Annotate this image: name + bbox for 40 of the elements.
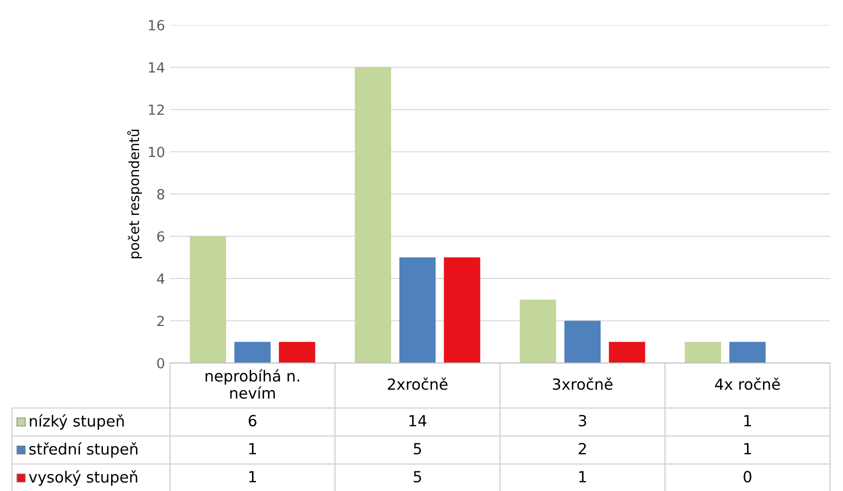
y-axis-title: počet respondentů bbox=[127, 130, 142, 258]
data-label: 0 bbox=[744, 470, 752, 482]
y-tick-label: 14 bbox=[148, 62, 164, 73]
legend-label: střední stupeň bbox=[29, 442, 138, 458]
bar bbox=[608, 342, 646, 363]
x-tick-label: neprobíhá n. nevím bbox=[206, 369, 300, 399]
y-tick-label: 2 bbox=[157, 316, 164, 326]
data-label: 1 bbox=[744, 443, 751, 454]
legend-label: vysoký stupeň bbox=[28, 470, 138, 486]
y-tick-label: 6 bbox=[157, 231, 164, 242]
bar bbox=[520, 300, 556, 363]
data-label: 14 bbox=[409, 415, 426, 426]
bar bbox=[684, 342, 722, 363]
x-tick-label: 4x ročně bbox=[715, 377, 780, 390]
x-tick-label: 3xročně bbox=[552, 377, 612, 390]
data-label: 5 bbox=[414, 443, 422, 454]
data-label: 6 bbox=[248, 414, 256, 426]
data-label: 5 bbox=[414, 471, 422, 482]
bar bbox=[234, 342, 271, 363]
bar bbox=[399, 257, 436, 363]
data-label: 2 bbox=[578, 442, 586, 454]
x-tick-label: 2xročně bbox=[388, 377, 448, 390]
bar bbox=[190, 236, 226, 363]
bar bbox=[354, 67, 392, 363]
y-tick-label: 10 bbox=[148, 146, 164, 158]
y-tick-label: 16 bbox=[148, 20, 164, 30]
bar bbox=[729, 342, 766, 363]
data-label: 3 bbox=[578, 414, 586, 426]
bar bbox=[278, 342, 316, 363]
y-tick-label: 8 bbox=[157, 188, 164, 200]
legend-label: nízký stupeň bbox=[30, 414, 124, 430]
data-label: 1 bbox=[744, 415, 751, 426]
data-label: 1 bbox=[249, 471, 256, 482]
y-tick-label: 4 bbox=[156, 274, 164, 284]
bar bbox=[564, 320, 601, 363]
data-label: 1 bbox=[579, 471, 586, 482]
y-tick-label: 12 bbox=[148, 104, 164, 115]
bar bbox=[444, 257, 480, 363]
data-label: 1 bbox=[249, 443, 256, 454]
y-tick-label: 0 bbox=[157, 358, 164, 368]
